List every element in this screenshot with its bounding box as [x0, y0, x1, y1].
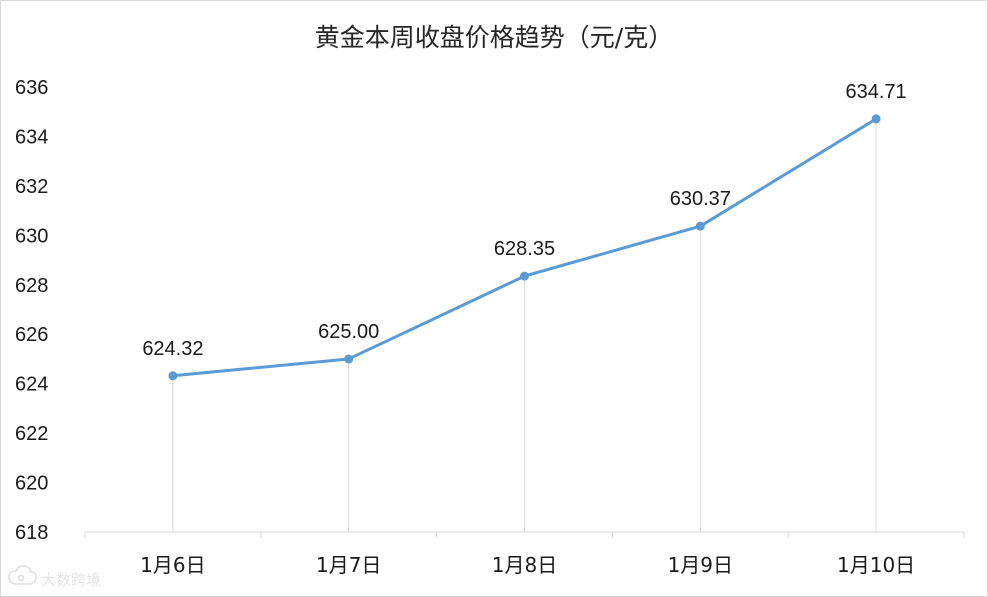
y-tick-label: 628	[15, 275, 48, 297]
y-tick-label: 636	[15, 77, 48, 99]
chart-title: 黄金本周收盘价格趋势（元/克）	[315, 23, 673, 52]
drop-lines	[172, 118, 877, 532]
y-tick-label: 632	[15, 176, 48, 198]
x-tick-label: 1月8日	[492, 553, 557, 577]
data-point	[168, 371, 178, 381]
y-tick-label: 622	[15, 423, 48, 445]
y-tick-label: 620	[15, 473, 48, 495]
y-tick-label: 618	[15, 522, 48, 544]
watermark-text: 大数跨境	[41, 571, 101, 589]
x-tick-label: 1月10日	[837, 553, 915, 577]
data-label: 628.35	[494, 238, 555, 260]
y-tick-label: 624	[15, 374, 48, 396]
y-axis-tick-labels: 618 620 622 624 626 628 630 632 634 636	[15, 77, 48, 544]
data-points	[168, 114, 881, 381]
data-labels: 624.32 625.00 628.35 630.37 634.71	[142, 81, 906, 360]
data-point	[871, 114, 881, 124]
watermark: 大数跨境	[8, 565, 101, 589]
data-label: 624.32	[142, 338, 203, 360]
data-point	[344, 354, 354, 364]
data-label: 630.37	[670, 188, 731, 210]
cloud-logo-icon	[8, 565, 37, 585]
x-tick-label: 1月6日	[140, 553, 205, 577]
x-axis-tick-labels: 1月6日 1月7日 1月8日 1月9日 1月10日	[84, 532, 965, 577]
y-tick-label: 630	[15, 225, 48, 247]
y-tick-label: 626	[15, 324, 48, 346]
y-tick-label: 634	[15, 126, 48, 148]
data-point	[520, 271, 529, 281]
x-tick-label: 1月7日	[316, 553, 381, 577]
data-point	[695, 221, 705, 231]
data-label: 625.00	[318, 321, 379, 343]
x-tick-label: 1月9日	[668, 553, 733, 577]
data-label: 634.71	[846, 81, 907, 103]
